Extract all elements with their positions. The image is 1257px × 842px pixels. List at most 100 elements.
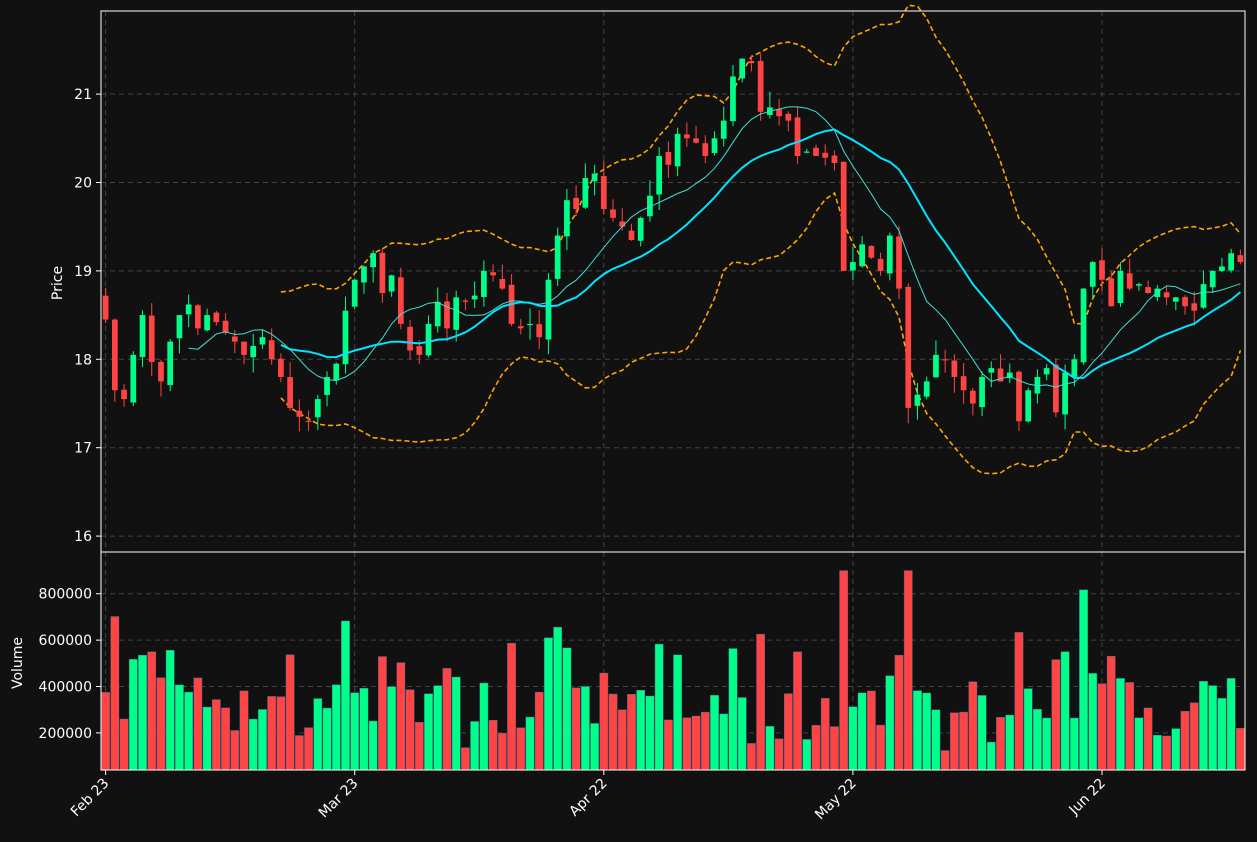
candle (951, 354, 958, 393)
candle-body (1025, 390, 1032, 422)
volume-bar (230, 730, 240, 771)
candle-body (1172, 297, 1179, 302)
volume-bar (470, 721, 479, 771)
volume-bar (248, 718, 258, 771)
volume-bar (350, 692, 360, 771)
volume-bar (867, 690, 876, 771)
volume-bar (378, 656, 387, 771)
volume-bar (396, 662, 406, 771)
price-panel-frame (100, 10, 1246, 553)
volume-bar (507, 642, 516, 771)
bollinger-lower-line (280, 191, 1242, 475)
candle-body (527, 323, 533, 326)
candle (637, 216, 644, 247)
candle-body (195, 305, 201, 329)
candle (1062, 364, 1068, 430)
candle-body (490, 272, 496, 276)
volume-bar (1153, 734, 1162, 771)
volume-bar (922, 692, 932, 771)
candle-body (1191, 303, 1198, 311)
candle-body (785, 113, 792, 121)
price-tick-label: 20 (74, 175, 92, 191)
candle (139, 310, 146, 368)
volume-bar (497, 732, 507, 771)
candle (850, 246, 856, 281)
price-gridlines (101, 11, 1245, 552)
candle-body (167, 341, 174, 386)
candle (148, 303, 155, 377)
candle (1163, 286, 1170, 306)
candle (407, 319, 413, 360)
volume-bar (1051, 659, 1061, 771)
volume-bar (1226, 678, 1236, 771)
volume-bar (682, 717, 692, 771)
candle (739, 57, 746, 83)
sma20-line (280, 128, 1242, 379)
candle (536, 310, 543, 350)
candle (591, 164, 598, 196)
candle-body (1043, 368, 1050, 375)
candle (914, 382, 921, 420)
candle (840, 161, 847, 271)
candle-body (896, 236, 902, 289)
candle (896, 226, 902, 300)
volume-bar (839, 570, 849, 771)
volume-bar (1060, 651, 1070, 771)
volume-bar (1033, 709, 1042, 771)
candle (305, 410, 312, 432)
candle (1172, 296, 1179, 311)
candle-body (610, 209, 616, 218)
volume-bar (442, 668, 452, 771)
volume-bar (359, 688, 369, 771)
price-tick-label: 18 (74, 352, 92, 368)
candle (462, 298, 469, 311)
volume-tick-label: 800000 (39, 587, 92, 603)
candle-body (268, 340, 275, 360)
volume-bar (368, 720, 378, 771)
price-panel (102, 4, 1244, 475)
volume-bar (986, 741, 996, 771)
candle-body (886, 235, 893, 274)
candle (730, 64, 736, 127)
candle-body (361, 266, 367, 283)
candle-body (591, 173, 598, 182)
volume-bar (710, 695, 719, 771)
candle (794, 106, 801, 164)
volume-bar (811, 725, 821, 771)
volume-bar (119, 718, 129, 771)
candle-body (324, 376, 330, 395)
candle-body (960, 376, 967, 391)
candle-body (370, 253, 377, 268)
candle (647, 180, 653, 222)
volume-bar (903, 570, 913, 771)
candle-body (1071, 359, 1078, 377)
price-tick-label: 19 (74, 264, 92, 280)
candle-body (499, 279, 506, 289)
candle (693, 125, 699, 144)
candle (665, 141, 672, 178)
volume-bar (267, 696, 277, 771)
candle-body (877, 258, 884, 271)
candle (370, 250, 377, 283)
candle (859, 236, 865, 268)
candle-body (637, 217, 644, 241)
candle (296, 399, 303, 432)
candle-body (314, 399, 321, 418)
candle-body (840, 161, 847, 271)
volume-bar (885, 675, 895, 771)
candle-body (1089, 262, 1096, 287)
candle (379, 247, 386, 303)
candle-body (573, 197, 579, 210)
x-tick-label: Mar 23 (316, 776, 362, 822)
volume-tick-label: 600000 (39, 633, 92, 649)
volume-bar (894, 654, 904, 771)
volume-bar (211, 699, 221, 771)
candle-body (969, 390, 976, 404)
candle-body (1237, 255, 1244, 263)
candle (1117, 262, 1124, 307)
volume-bar (783, 693, 793, 771)
candle (767, 91, 773, 119)
candle (1219, 257, 1225, 273)
